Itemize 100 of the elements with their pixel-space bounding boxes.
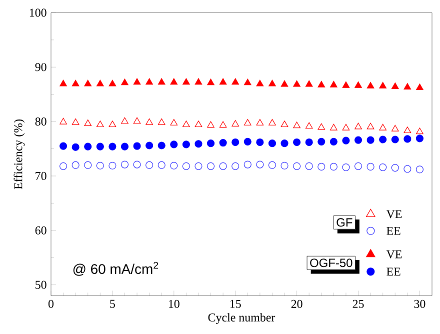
point [318,138,326,146]
point [170,140,178,148]
point [256,160,264,168]
point [170,78,178,85]
point [96,120,104,128]
point [416,134,424,142]
point [120,160,129,168]
point [158,142,166,150]
y-tick-label: 100 [30,8,46,17]
point [268,140,276,148]
point [280,120,288,128]
point [158,118,166,125]
point [146,142,154,150]
x-tick-label: 0 [48,300,54,308]
point [108,120,116,128]
point [391,82,399,89]
point [256,118,264,126]
y-axis-title: Efficiency (%) [14,119,25,190]
legend-label: VE [386,210,402,218]
legend-label: VE [386,250,402,258]
x-tick-label: 5 [110,300,115,308]
point [244,78,252,86]
point [305,122,313,129]
point [293,122,300,128]
point [342,163,350,172]
point [305,162,313,170]
point [219,162,227,170]
point [146,118,153,125]
point [416,166,424,174]
point [207,121,214,128]
point [268,161,276,169]
point [72,143,80,151]
point [84,120,92,126]
point [121,78,128,86]
point [305,80,313,87]
point [268,118,276,126]
point [244,138,252,146]
point [244,160,252,168]
point [133,160,141,168]
point [305,138,313,146]
point [342,136,350,144]
point [72,161,80,169]
point [256,80,264,86]
point [120,142,129,150]
point [268,80,276,86]
point [318,123,326,130]
point [232,78,240,85]
point [330,80,338,88]
point [379,124,387,130]
point [354,162,362,170]
point [366,122,374,130]
point [219,121,227,128]
point [72,80,80,86]
point [60,162,68,170]
point [232,162,240,170]
y-tick-label: 90 [35,63,46,72]
point [219,78,227,85]
point [354,122,362,130]
point [72,118,80,125]
point [404,165,412,173]
point [194,120,202,128]
point [96,142,104,150]
y-tick-label: 70 [36,172,46,180]
point [60,118,67,124]
point [404,135,412,143]
point [354,136,362,144]
point [182,162,190,170]
point [146,161,154,169]
point [379,136,387,144]
point [108,162,116,170]
point [342,81,350,88]
point [182,78,190,85]
point [256,138,264,146]
point [354,81,362,88]
point [342,124,350,130]
point [133,142,141,150]
point [293,80,300,87]
y-tick-label: 60 [35,226,46,234]
point [318,162,326,171]
annotation: @ 60 mA/cm$^{2}$ [73,262,158,276]
point [206,140,215,148]
point [84,80,92,86]
point [158,78,166,85]
point [293,162,301,170]
point [146,78,153,85]
x-tick-label: 15 [230,300,241,308]
point [330,162,338,171]
point [318,80,326,88]
point [60,142,68,150]
point [194,140,202,148]
point [182,120,190,128]
legend-label: EE [386,226,400,235]
point [391,164,399,172]
point [232,138,240,146]
point [96,162,104,170]
y-tick-label: 80 [35,118,46,126]
point [133,117,141,124]
x-tick-label: 25 [352,300,364,308]
point [280,140,288,148]
point [366,162,374,171]
